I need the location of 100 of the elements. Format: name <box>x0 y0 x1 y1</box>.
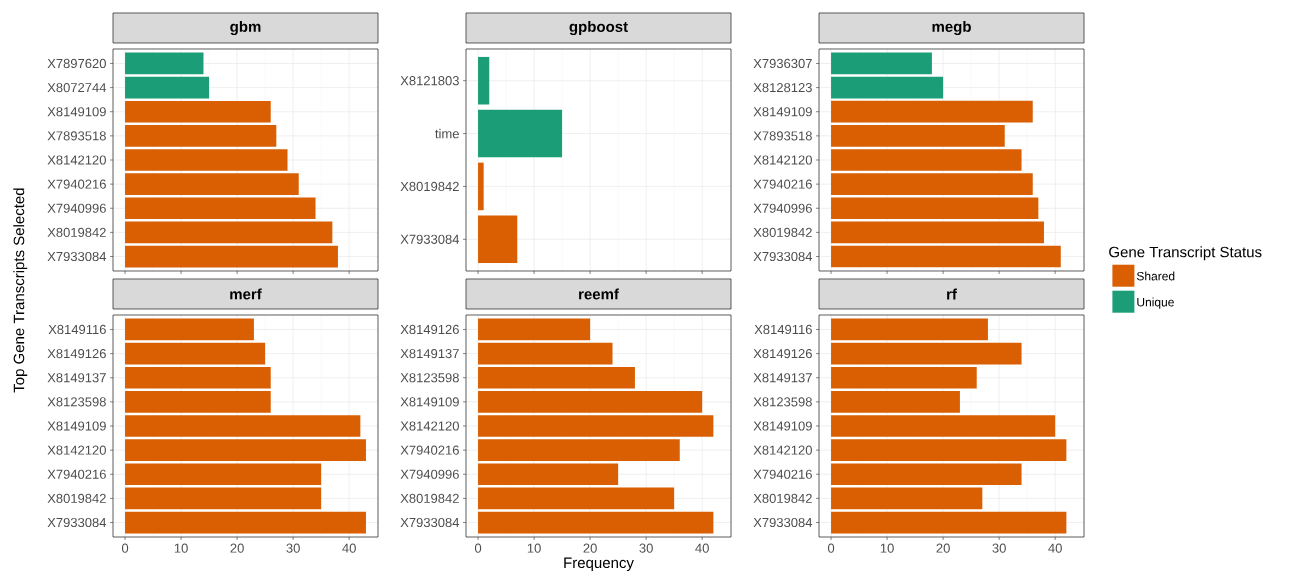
y-tick-label: X8019842 <box>400 493 459 503</box>
bar <box>831 391 960 413</box>
y-tick-label: X8019842 <box>400 181 459 192</box>
y-tick-label: X8121803 <box>400 76 459 86</box>
bar <box>478 109 563 158</box>
bar <box>125 221 333 244</box>
bar <box>831 463 1022 486</box>
y-tick-label: X7940996 <box>753 203 812 213</box>
bar <box>125 342 266 365</box>
y-tick-label: X7940216 <box>47 179 106 189</box>
x-tick-label: 30 <box>286 543 300 553</box>
y-tick-label: X8142120 <box>47 155 106 165</box>
bar <box>125 318 254 341</box>
bar <box>478 215 518 264</box>
bar <box>831 415 1056 437</box>
chart-title: gpboost <box>569 20 628 36</box>
y-tick-label: X8128123 <box>753 83 812 93</box>
y-tick-label: X8149109 <box>47 107 106 117</box>
y-tick-label: X7933084 <box>47 251 107 262</box>
y-tick-label: X8142120 <box>753 155 812 165</box>
bar <box>125 415 361 437</box>
chart-title: gbm <box>230 20 261 36</box>
y-tick-label: X8149126 <box>400 324 459 335</box>
bar <box>831 52 932 75</box>
bar <box>478 463 619 486</box>
legend-label: Shared <box>1136 271 1175 281</box>
y-tick-label: X7933084 <box>753 251 813 262</box>
y-tick-label: X7933084 <box>47 517 107 528</box>
y-tick-label: X8123598 <box>400 373 459 383</box>
y-tick-label: X7940996 <box>400 469 459 479</box>
x-tick-label: 10 <box>880 543 894 553</box>
y-tick-label: X8123598 <box>47 397 106 407</box>
y-tick-label: X8019842 <box>753 493 812 503</box>
y-tick-label: X8149116 <box>754 324 812 335</box>
chart-title: reemf <box>579 288 619 300</box>
bar <box>478 511 714 534</box>
bar <box>125 487 322 510</box>
legend-label: Unique <box>1137 297 1174 309</box>
bar <box>831 245 1061 268</box>
y-tick-label: X7933084 <box>400 517 460 528</box>
y-tick-label: X8149126 <box>47 349 106 359</box>
legend-title: Gene Transcript Status <box>1109 246 1262 261</box>
bar <box>478 366 635 389</box>
bar <box>831 173 1033 195</box>
y-tick-label: X7933084 <box>400 234 460 244</box>
bar <box>831 197 1039 220</box>
bar <box>831 76 944 99</box>
y-tick-label: X8019842 <box>47 493 106 503</box>
bar <box>478 342 613 365</box>
x-tick-label: 10 <box>174 543 188 553</box>
y-tick-label: X8149109 <box>753 421 812 431</box>
chart-title: rf <box>947 288 957 300</box>
x-tick-label: 20 <box>230 543 244 553</box>
bar <box>125 439 366 461</box>
y-tick-label: X8149109 <box>400 397 459 407</box>
x-tick-label: 20 <box>583 543 597 553</box>
bar <box>125 52 204 75</box>
bar <box>125 391 271 413</box>
bar <box>831 221 1044 244</box>
chart-title: merf <box>230 288 262 300</box>
bar <box>125 197 316 220</box>
bar <box>478 439 680 461</box>
bar <box>125 125 277 147</box>
y-tick-label: X8149109 <box>47 421 106 431</box>
x-tick-label: 0 <box>474 543 482 553</box>
bar <box>478 318 591 341</box>
y-tick-label: X8072744 <box>47 83 107 93</box>
y-tick-label: X8149137 <box>400 349 459 359</box>
x-tick-label: 30 <box>992 543 1006 553</box>
y-tick-label: X7893518 <box>753 131 812 141</box>
bar <box>478 56 490 105</box>
bar <box>125 463 322 486</box>
y-tick-label: X8149116 <box>48 324 106 335</box>
bar <box>478 162 484 211</box>
bar <box>125 76 210 99</box>
bar <box>831 511 1067 534</box>
y-tick-label: X8019842 <box>47 227 106 237</box>
bar <box>831 318 988 341</box>
y-tick-label: X8019842 <box>753 227 812 237</box>
y-tick-label: X8149109 <box>753 107 812 117</box>
y-tick-label: X8142120 <box>47 445 106 455</box>
bar <box>125 100 271 123</box>
bar <box>125 173 299 195</box>
y-tick-label: X8149137 <box>47 373 106 383</box>
x-tick-label: 40 <box>1048 543 1062 553</box>
bar <box>125 366 271 389</box>
y-tick-label: X7940216 <box>47 469 106 479</box>
x-tick-label: 20 <box>936 543 950 553</box>
bar <box>478 415 714 437</box>
y-tick-label: X8149137 <box>753 373 812 383</box>
y-tick-label: X7940216 <box>753 179 812 189</box>
x-tick-label: 0 <box>827 543 835 553</box>
x-axis-title: Frequency <box>564 557 634 572</box>
x-tick-label: 40 <box>695 543 709 553</box>
y-tick-label: X8123598 <box>753 397 812 407</box>
bar <box>478 391 703 413</box>
bar <box>831 100 1033 123</box>
y-tick-label: X8142120 <box>753 445 812 455</box>
y-tick-label: X7893518 <box>47 131 106 141</box>
bar <box>125 245 338 268</box>
